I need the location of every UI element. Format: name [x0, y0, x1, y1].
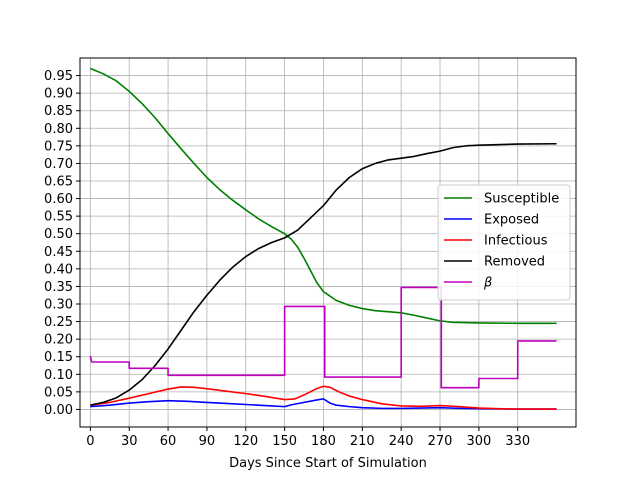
y-tick-label: 0.30 — [44, 298, 73, 313]
y-tick-label: 0.60 — [44, 192, 73, 207]
y-tick-label: 0.20 — [44, 333, 73, 348]
series-layer — [89, 67, 557, 410]
legend-label: Exposed — [484, 213, 539, 228]
y-tick-label: 0.10 — [44, 368, 73, 383]
x-tick-label: 210 — [350, 434, 375, 449]
y-tick-label: 0.80 — [44, 122, 73, 137]
x-tick-label: 0 — [86, 434, 94, 449]
series-line — [89, 286, 557, 389]
y-tick-label: 0.65 — [44, 175, 73, 190]
legend-label: Susceptible — [484, 192, 559, 207]
x-tick-label: 90 — [199, 434, 216, 449]
legend-label: Removed — [484, 255, 545, 270]
series-line — [90, 385, 557, 410]
y-tick-label: 0.70 — [44, 157, 73, 172]
legend-box — [437, 184, 571, 301]
legend: Susceptible Exposed Infectious Removed β — [437, 184, 571, 301]
y-tick-label: 0.75 — [44, 139, 73, 154]
y-tick-label: 0.25 — [44, 315, 73, 330]
x-axis-ticks: 0 30 60 90 120 150 180 210 240 270 300 330 — [86, 427, 530, 449]
series-line — [90, 142, 557, 406]
y-tick-label: 0.90 — [44, 87, 73, 102]
y-tick-label: 0.45 — [44, 245, 73, 260]
x-tick-label: 120 — [233, 434, 258, 449]
series-line — [90, 398, 557, 410]
x-tick-label: 60 — [160, 434, 177, 449]
y-tick-label: 0.95 — [44, 69, 73, 84]
y-tick-label: 0.35 — [44, 280, 73, 295]
y-tick-label: 0.05 — [44, 385, 73, 400]
x-tick-label: 330 — [505, 434, 530, 449]
y-tick-label: 0.85 — [44, 104, 73, 119]
y-tick-label: 0.00 — [44, 403, 73, 418]
x-tick-label: 150 — [272, 434, 297, 449]
x-tick-label: 180 — [311, 434, 336, 449]
x-tick-label: 270 — [428, 434, 453, 449]
x-tick-label: 300 — [466, 434, 491, 449]
x-tick-label: 240 — [389, 434, 414, 449]
plot-area-frame — [79, 57, 577, 428]
y-tick-label: 0.50 — [44, 227, 73, 242]
legend-label: β — [483, 276, 492, 291]
series-line — [90, 67, 557, 325]
x-tick-label: 30 — [121, 434, 138, 449]
y-tick-label: 0.15 — [44, 350, 73, 365]
y-axis-ticks: 0.00 0.05 0.10 0.15 0.20 0.25 0.30 0.35 0.40 0.45… — [44, 69, 80, 418]
y-tick-label: 0.55 — [44, 210, 73, 225]
legend-label: Infectious — [484, 234, 548, 249]
y-tick-label: 0.40 — [44, 262, 73, 277]
x-axis-label: Days Since Start of Simulation — [229, 456, 427, 471]
